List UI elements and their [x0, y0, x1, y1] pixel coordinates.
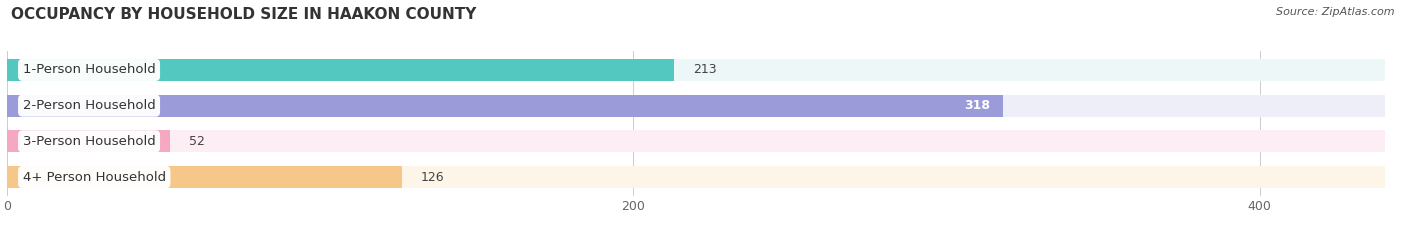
Bar — [7, 166, 402, 188]
Text: 1-Person Household: 1-Person Household — [22, 63, 156, 76]
Text: 3-Person Household: 3-Person Household — [22, 135, 156, 148]
Bar — [7, 59, 1385, 81]
Bar — [7, 95, 1385, 117]
Text: Source: ZipAtlas.com: Source: ZipAtlas.com — [1277, 7, 1395, 17]
Bar — [7, 130, 170, 152]
Bar — [7, 59, 673, 81]
Text: 126: 126 — [420, 171, 444, 184]
Text: 2-Person Household: 2-Person Household — [22, 99, 156, 112]
Bar — [7, 166, 1385, 188]
Text: 4+ Person Household: 4+ Person Household — [22, 171, 166, 184]
Bar — [7, 130, 1385, 152]
Text: 52: 52 — [188, 135, 204, 148]
Bar — [7, 95, 1002, 117]
Text: OCCUPANCY BY HOUSEHOLD SIZE IN HAAKON COUNTY: OCCUPANCY BY HOUSEHOLD SIZE IN HAAKON CO… — [11, 7, 477, 22]
Text: 213: 213 — [693, 63, 717, 76]
Text: 318: 318 — [965, 99, 990, 112]
